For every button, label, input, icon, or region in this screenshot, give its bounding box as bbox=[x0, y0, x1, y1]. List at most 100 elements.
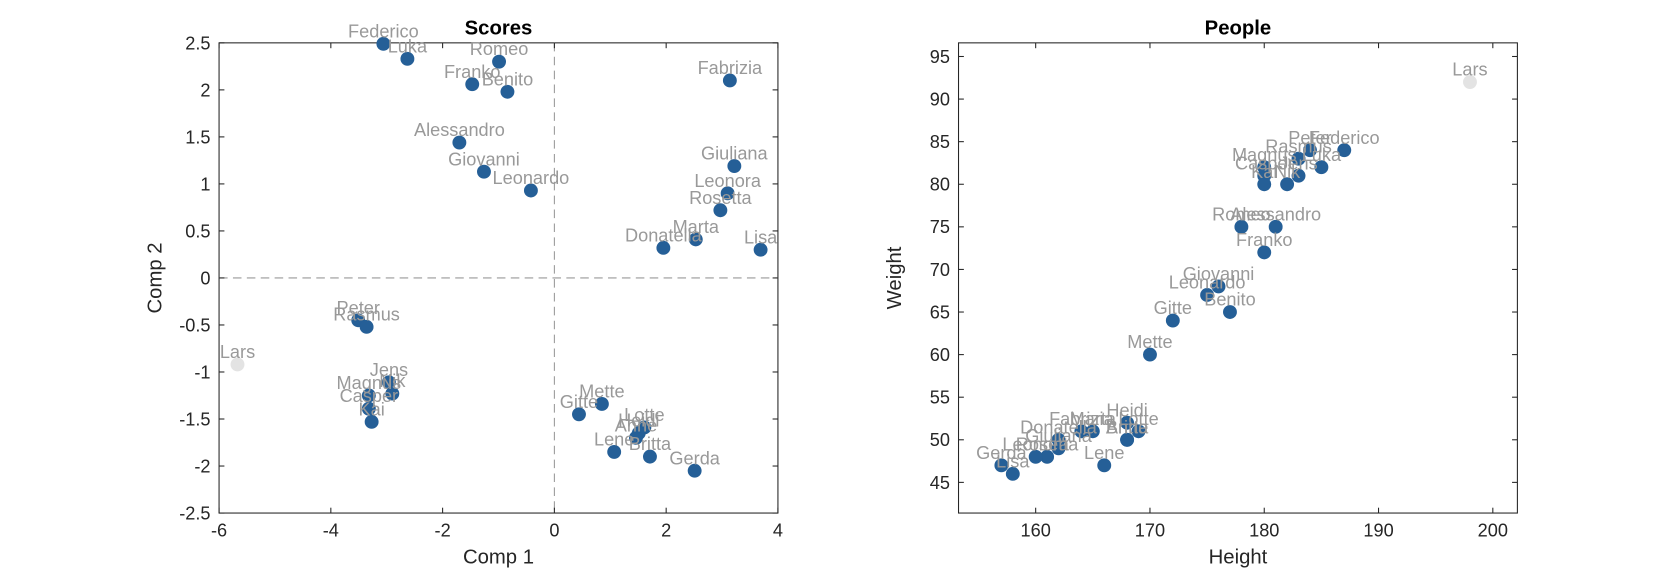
x-tick-label: 160 bbox=[1021, 521, 1051, 541]
point bbox=[1005, 466, 1020, 481]
point-label: Fabrizia bbox=[698, 58, 763, 78]
point-label: Franko bbox=[444, 62, 501, 82]
point bbox=[1120, 432, 1135, 447]
x-tick-label: 4 bbox=[773, 521, 783, 541]
point bbox=[382, 375, 396, 390]
x-tick-label: 180 bbox=[1249, 521, 1279, 541]
point-label: Giuliana bbox=[701, 144, 769, 164]
point-label: Peter bbox=[1288, 128, 1331, 148]
point-label: Romeo bbox=[470, 39, 529, 59]
point-label: Lotte bbox=[624, 405, 664, 425]
point bbox=[687, 463, 702, 478]
point bbox=[492, 54, 507, 69]
point bbox=[1280, 177, 1295, 192]
y-axis-label: Comp 2 bbox=[144, 242, 166, 313]
y-tick-label: -2.5 bbox=[179, 503, 210, 523]
point-label: Giovanni bbox=[448, 149, 520, 169]
point-label: Magnus bbox=[1232, 145, 1297, 165]
point-label: Lotte bbox=[1118, 409, 1158, 429]
point bbox=[1234, 219, 1249, 234]
point bbox=[607, 444, 622, 459]
point bbox=[1291, 151, 1306, 166]
point bbox=[994, 458, 1009, 473]
point-label: Lene bbox=[594, 430, 634, 450]
point bbox=[1131, 424, 1146, 439]
point-label: Rosetta bbox=[689, 188, 752, 208]
point bbox=[720, 186, 735, 201]
point bbox=[359, 319, 374, 334]
point-label: Marta bbox=[1070, 409, 1117, 429]
point-label: Lisa bbox=[744, 227, 778, 247]
point bbox=[500, 84, 515, 99]
y-tick-label: 0 bbox=[200, 268, 210, 288]
point bbox=[594, 397, 609, 411]
point-label: Alessandro bbox=[1230, 204, 1321, 224]
point-label: Gerda bbox=[669, 448, 720, 468]
point-label: Donatella bbox=[625, 225, 703, 245]
y-tick-label: 1 bbox=[200, 174, 210, 194]
point bbox=[1085, 424, 1100, 439]
point bbox=[400, 51, 415, 66]
point bbox=[523, 183, 538, 198]
point bbox=[753, 242, 768, 257]
x-axis-label: Comp 1 bbox=[463, 546, 534, 568]
x-tick-label: 190 bbox=[1363, 521, 1393, 541]
point bbox=[1303, 143, 1317, 158]
point-label: Jens bbox=[1279, 153, 1317, 173]
point bbox=[361, 401, 376, 416]
y-tick-label: -1 bbox=[194, 362, 210, 382]
point bbox=[1143, 347, 1157, 362]
point bbox=[1257, 177, 1272, 192]
point-label: Alessandro bbox=[414, 120, 505, 140]
point-label: Rasmus bbox=[333, 304, 400, 324]
y-tick-label: 1.5 bbox=[185, 127, 210, 147]
point-label: Casper bbox=[1235, 153, 1294, 173]
point-label: Leonardo bbox=[1169, 273, 1246, 293]
chart-title: People bbox=[1205, 17, 1272, 39]
point bbox=[465, 77, 480, 92]
point-label: Britta bbox=[1106, 417, 1149, 437]
point-label: Gitte bbox=[560, 392, 598, 412]
point-label: Lisa bbox=[996, 451, 1030, 471]
point-label: Federico bbox=[348, 21, 419, 41]
point-label: Casper bbox=[340, 386, 399, 406]
point bbox=[1051, 441, 1066, 456]
point-label: Heidi bbox=[1106, 400, 1147, 420]
x-tick-label: -4 bbox=[323, 521, 339, 541]
point-label: Luka bbox=[1302, 145, 1342, 165]
point-label: Romeo bbox=[1212, 204, 1271, 224]
point-label: Giovanni bbox=[1183, 264, 1255, 284]
point bbox=[1074, 424, 1089, 439]
point-label: Gerda bbox=[976, 443, 1027, 463]
point-label: Fabrizia bbox=[1049, 409, 1114, 429]
point bbox=[1097, 458, 1112, 473]
point bbox=[1314, 160, 1329, 175]
point bbox=[1040, 449, 1055, 464]
point-label: Gitte bbox=[1154, 298, 1192, 318]
point bbox=[1200, 288, 1215, 302]
y-tick-label: -1.5 bbox=[179, 409, 210, 429]
point bbox=[364, 414, 379, 429]
y-tick-label: 70 bbox=[930, 260, 950, 280]
point bbox=[376, 36, 391, 51]
point-label: Anne bbox=[615, 415, 657, 435]
chart-title: Scores bbox=[465, 17, 533, 39]
point bbox=[1211, 279, 1226, 294]
point-label: Leonardo bbox=[493, 168, 570, 188]
point bbox=[1291, 168, 1306, 183]
point-label: Benito bbox=[1204, 290, 1255, 310]
y-tick-label: 65 bbox=[930, 302, 950, 322]
point-label: Mette bbox=[579, 382, 624, 402]
x-tick-label: 0 bbox=[549, 521, 559, 541]
point-label: Kai bbox=[359, 399, 385, 419]
x-axis-label: Height bbox=[1209, 546, 1268, 568]
point bbox=[713, 203, 728, 218]
point bbox=[727, 159, 742, 173]
point-label: Benito bbox=[482, 69, 533, 89]
y-tick-label: -2 bbox=[194, 456, 210, 476]
point-label: Lene bbox=[1084, 443, 1124, 463]
point bbox=[361, 388, 376, 403]
point-label: Luka bbox=[388, 36, 428, 56]
point bbox=[1337, 143, 1352, 158]
